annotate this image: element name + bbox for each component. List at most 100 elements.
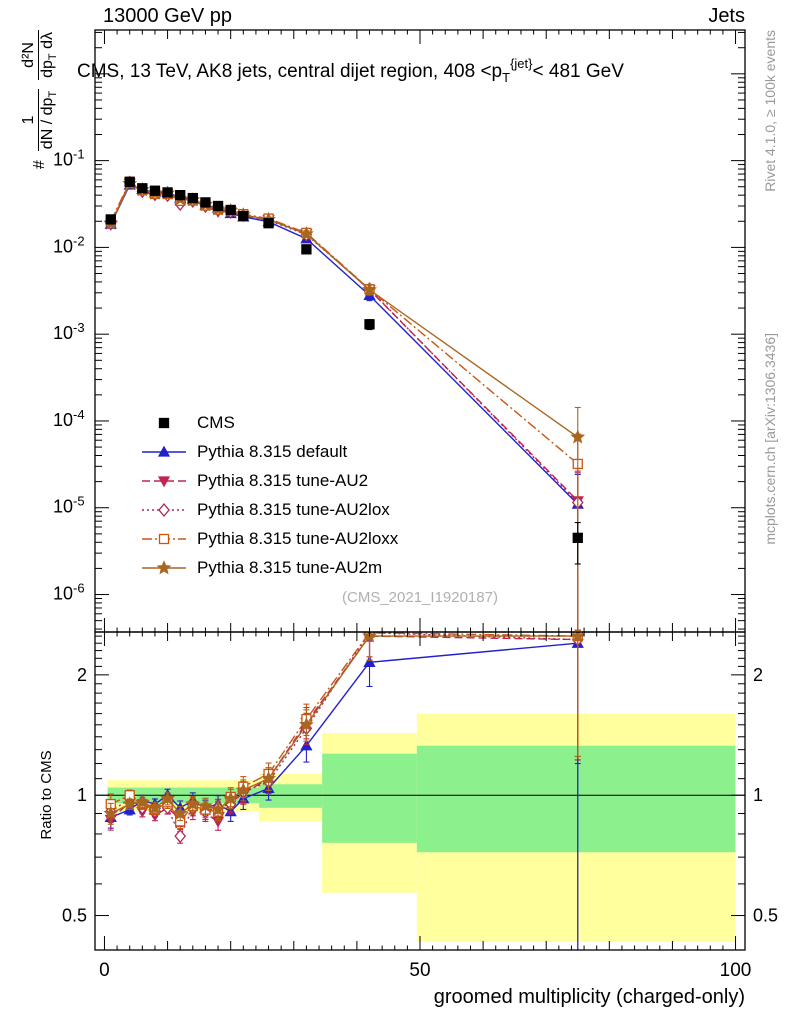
green-uncertainty-band — [416, 745, 736, 853]
den-text-2: dλ — [39, 32, 57, 54]
marker-diamond — [174, 829, 187, 844]
title-subscript: T — [502, 70, 511, 85]
ratio-y-axis-title: Ratio to CMS — [38, 750, 55, 840]
marker-square — [162, 187, 173, 198]
main-series-cms — [105, 176, 583, 565]
ratio-series-au2m — [103, 632, 586, 825]
marker-square — [149, 185, 161, 196]
marker-star — [298, 716, 314, 732]
marker-star — [298, 226, 314, 241]
main-y-tick-label: 10-2 — [53, 233, 85, 256]
marker-square — [225, 204, 236, 216]
den-text: dN / dp — [39, 97, 57, 150]
ratio-y-tick-label: 1 — [77, 785, 87, 805]
main-y-tick-label: 10-3 — [53, 320, 85, 343]
marker-square — [137, 183, 148, 194]
title-text: CMS, 13 TeV, AK8 jets, central dijet reg… — [77, 61, 503, 82]
marker-star — [235, 782, 251, 797]
x-tick-label: 0 — [99, 960, 110, 981]
y-axis-title-prefix: # — [31, 160, 49, 170]
marker-square — [105, 214, 116, 225]
marker-star — [160, 790, 176, 806]
y-axis-title: # 1 dN / dpT d²N dpT dλ — [20, 30, 61, 280]
marker-star — [122, 796, 138, 811]
title-text-end: < 481 GeV — [532, 61, 624, 82]
marker-star — [156, 559, 172, 574]
marker-square — [187, 192, 198, 204]
marker-star — [570, 429, 586, 444]
marker-square — [212, 200, 224, 212]
legend-item-au2: Pythia 8.315 tune-AU2 — [141, 466, 398, 495]
legend-item-cms: CMS — [141, 408, 398, 437]
ratio-y-tick-label-right: 2 — [753, 665, 763, 685]
x-tick-label: 50 — [409, 960, 430, 981]
tick-marks — [95, 30, 745, 950]
marker-diamond — [158, 502, 170, 517]
legend-label: Pythia 8.315 tune-AU2 — [197, 470, 369, 490]
green-uncertainty-band — [259, 784, 323, 808]
fraction-numerator: 1 — [20, 115, 37, 125]
mcplots-reference-note: mcplots.cern.ch [arXiv:1306.3436] — [762, 333, 778, 545]
den-subscript: T — [47, 53, 60, 61]
marker-star — [570, 632, 586, 643]
legend-label: Pythia 8.315 default — [197, 441, 348, 461]
fraction-denominator: dN / dpT — [38, 88, 61, 152]
legend-sample-au2loxx — [142, 533, 186, 544]
legend-sample-au2lox — [142, 502, 186, 517]
marker-star — [198, 798, 213, 813]
marker-star — [147, 800, 163, 815]
legend-label: Pythia 8.315 tune-AU2loxx — [197, 528, 399, 548]
marker-star — [362, 281, 377, 297]
marker-square — [158, 533, 170, 544]
marker-square — [364, 319, 375, 330]
rivet-version-note: Rivet 4.1.0, ≥ 100k events — [762, 30, 778, 192]
ratio-y-tick-label: 2 — [77, 665, 87, 685]
legend-label: Pythia 8.315 tune-AU2m — [197, 557, 383, 577]
marker-star — [103, 805, 119, 820]
marker-square — [238, 210, 249, 222]
x-axis-title: groomed multiplicity (charged-only) — [433, 986, 745, 1008]
x-tick-label: 100 — [720, 960, 752, 981]
legend-label: Pythia 8.315 tune-AU2lox — [197, 499, 390, 519]
main-y-tick-label: 10-5 — [53, 494, 85, 517]
ratio-y-tick-label: 0.5 — [62, 906, 87, 926]
marker-square — [301, 244, 312, 255]
legend-item-au2loxx: Pythia 8.315 tune-AU2loxx — [141, 524, 398, 553]
marker-star — [223, 790, 239, 806]
green-uncertainty-band — [322, 753, 417, 843]
main-y-tick-label: 10-4 — [53, 407, 85, 430]
marker-square — [124, 176, 135, 187]
analysis-id-watermark: (CMS_2021_I1920187) — [342, 589, 498, 606]
main-y-tick-label: 10-1 — [53, 147, 85, 170]
marker-star — [185, 796, 201, 811]
marker-star — [362, 632, 377, 643]
marker-square — [158, 417, 170, 428]
title-superscript: {jet} — [510, 56, 533, 71]
series-line-au2m — [110, 182, 579, 438]
y-axis-title-fraction-1: 1 dN / dpT — [20, 88, 61, 152]
beam-energy-label: 13000 GeV pp — [103, 5, 232, 27]
main-y-tick-label: 10-6 — [53, 581, 85, 604]
marker-square — [175, 190, 186, 201]
legend-sample-au2 — [142, 475, 186, 487]
marker-triangle-down — [157, 475, 171, 487]
legend-item-au2lox: Pythia 8.315 tune-AU2lox — [141, 495, 398, 524]
marker-star — [210, 801, 226, 816]
den-text: dp — [39, 60, 57, 78]
marker-star — [261, 770, 276, 785]
uncertainty-bands — [107, 713, 736, 942]
den-subscript: T — [47, 90, 60, 98]
legend-sample-au2m — [142, 559, 186, 574]
legend: CMS Pythia 8.315 default Pythia 8.315 tune… — [141, 408, 398, 582]
legend-item-default: Pythia 8.315 default — [141, 437, 398, 466]
marker-triangle-up — [157, 445, 171, 457]
marker-triangle-up — [363, 655, 376, 667]
process-label: Jets — [708, 5, 745, 27]
legend-sample-cms — [158, 417, 170, 428]
marker-star — [134, 794, 150, 809]
fraction-numerator: d²N — [20, 42, 37, 68]
y-axis-title-fraction-2: d²N dpT dλ — [20, 30, 61, 80]
ratio-y-tick-label-right: 1 — [753, 785, 763, 805]
